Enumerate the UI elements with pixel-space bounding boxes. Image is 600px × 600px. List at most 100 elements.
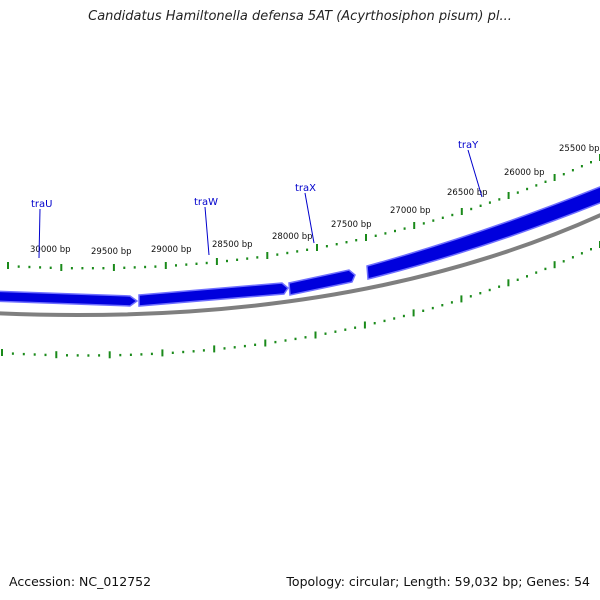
minor-tick [243,344,246,348]
minor-tick [286,251,289,255]
minor-tick [544,267,547,271]
minor-tick [39,266,42,269]
gene-track [0,185,600,307]
minor-tick [66,354,68,357]
major-tick [161,349,164,357]
minor-tick [144,265,147,269]
major-tick [507,279,510,287]
minor-tick [129,353,132,356]
minor-tick [451,213,454,217]
major-tick [7,262,9,269]
major-tick [112,264,115,271]
minor-tick [571,256,574,259]
major-tick [460,208,463,215]
minor-tick [17,265,20,268]
gene-arrow[interactable] [0,290,139,307]
minor-tick [182,350,185,354]
major-tick [213,345,216,353]
minor-tick [335,243,338,246]
major-tick [264,339,267,347]
minor-tick [306,248,309,251]
major-tick [553,261,556,269]
major-tick [55,351,58,359]
gene-leader-line [467,149,483,198]
gene-leader-line [304,192,315,244]
major-tick [108,351,111,359]
minor-tick [294,337,297,341]
minor-tick [91,267,94,270]
minor-tick [296,250,299,253]
gene-arrow[interactable] [138,282,289,307]
minor-tick [325,245,328,248]
minor-tick [236,258,239,261]
tick-label: 28500 bp [212,240,253,250]
minor-tick [87,354,90,357]
map-title: Candidatus Hamiltonella defensa 5AT (Acy… [88,9,512,24]
minor-tick [202,349,205,352]
gene-label-traw[interactable]: traW [194,197,218,208]
gene-label-trau[interactable]: traU [31,199,52,210]
minor-tick [76,354,79,357]
minor-tick [384,232,387,235]
minor-tick [185,263,188,266]
tick-label: 26500 bp [447,188,488,198]
gene-label-trax[interactable]: traX [295,183,316,194]
minor-tick [345,241,348,244]
minor-tick [33,353,36,356]
minor-tick [470,207,473,211]
outer-ruler [7,154,600,271]
minor-tick [441,216,444,219]
major-tick [412,309,415,317]
major-tick [460,295,463,303]
tick-label: 28000 bp [272,232,313,242]
major-tick [365,234,367,241]
minor-tick [344,328,347,331]
minor-tick [226,259,228,263]
major-tick [266,252,269,259]
minor-tick [441,304,444,307]
topology-summary: Topology: circular; Length: 59,032 bp; G… [286,574,590,589]
minor-tick [246,257,249,260]
tick-label: 26000 bp [504,168,545,178]
tick-label: 29500 bp [91,247,132,257]
minor-tick [192,350,195,353]
minor-tick [394,229,396,233]
gene-arrow[interactable] [288,269,356,296]
major-tick [314,331,317,339]
minor-tick [254,343,257,346]
minor-tick [223,347,226,350]
major-tick [413,222,416,229]
gene-arrow[interactable] [366,185,600,280]
minor-tick [469,295,472,298]
minor-tick [450,301,453,304]
minor-tick [562,260,565,263]
minor-tick [535,271,538,274]
minor-tick [526,275,528,278]
major-tick [60,264,63,271]
tick-labels: 30000 bp 29500 bp 29000 bp 28500 bp 2800… [30,144,600,257]
major-tick [316,244,318,251]
minor-tick [334,330,337,333]
minor-tick [516,191,519,194]
minor-tick [431,306,434,310]
minor-tick [354,326,357,329]
minor-tick [44,353,47,357]
minor-tick [535,184,538,187]
minor-tick [119,353,122,357]
gene-label-tray[interactable]: traY [458,140,479,151]
minor-tick [498,285,501,288]
minor-tick [81,267,84,270]
gene-leaders [38,149,483,259]
gene-labels: traU traW traX traY [31,140,479,210]
tick-label: 27500 bp [331,220,372,230]
minor-tick [526,187,529,191]
tick-label: 25500 bp [559,144,600,154]
minor-tick [479,292,482,295]
minor-tick [432,219,435,222]
major-tick [164,262,167,269]
minor-tick [22,352,25,356]
backbone-arc-inner [0,210,600,312]
major-tick [553,174,556,181]
minor-tick [402,314,405,318]
